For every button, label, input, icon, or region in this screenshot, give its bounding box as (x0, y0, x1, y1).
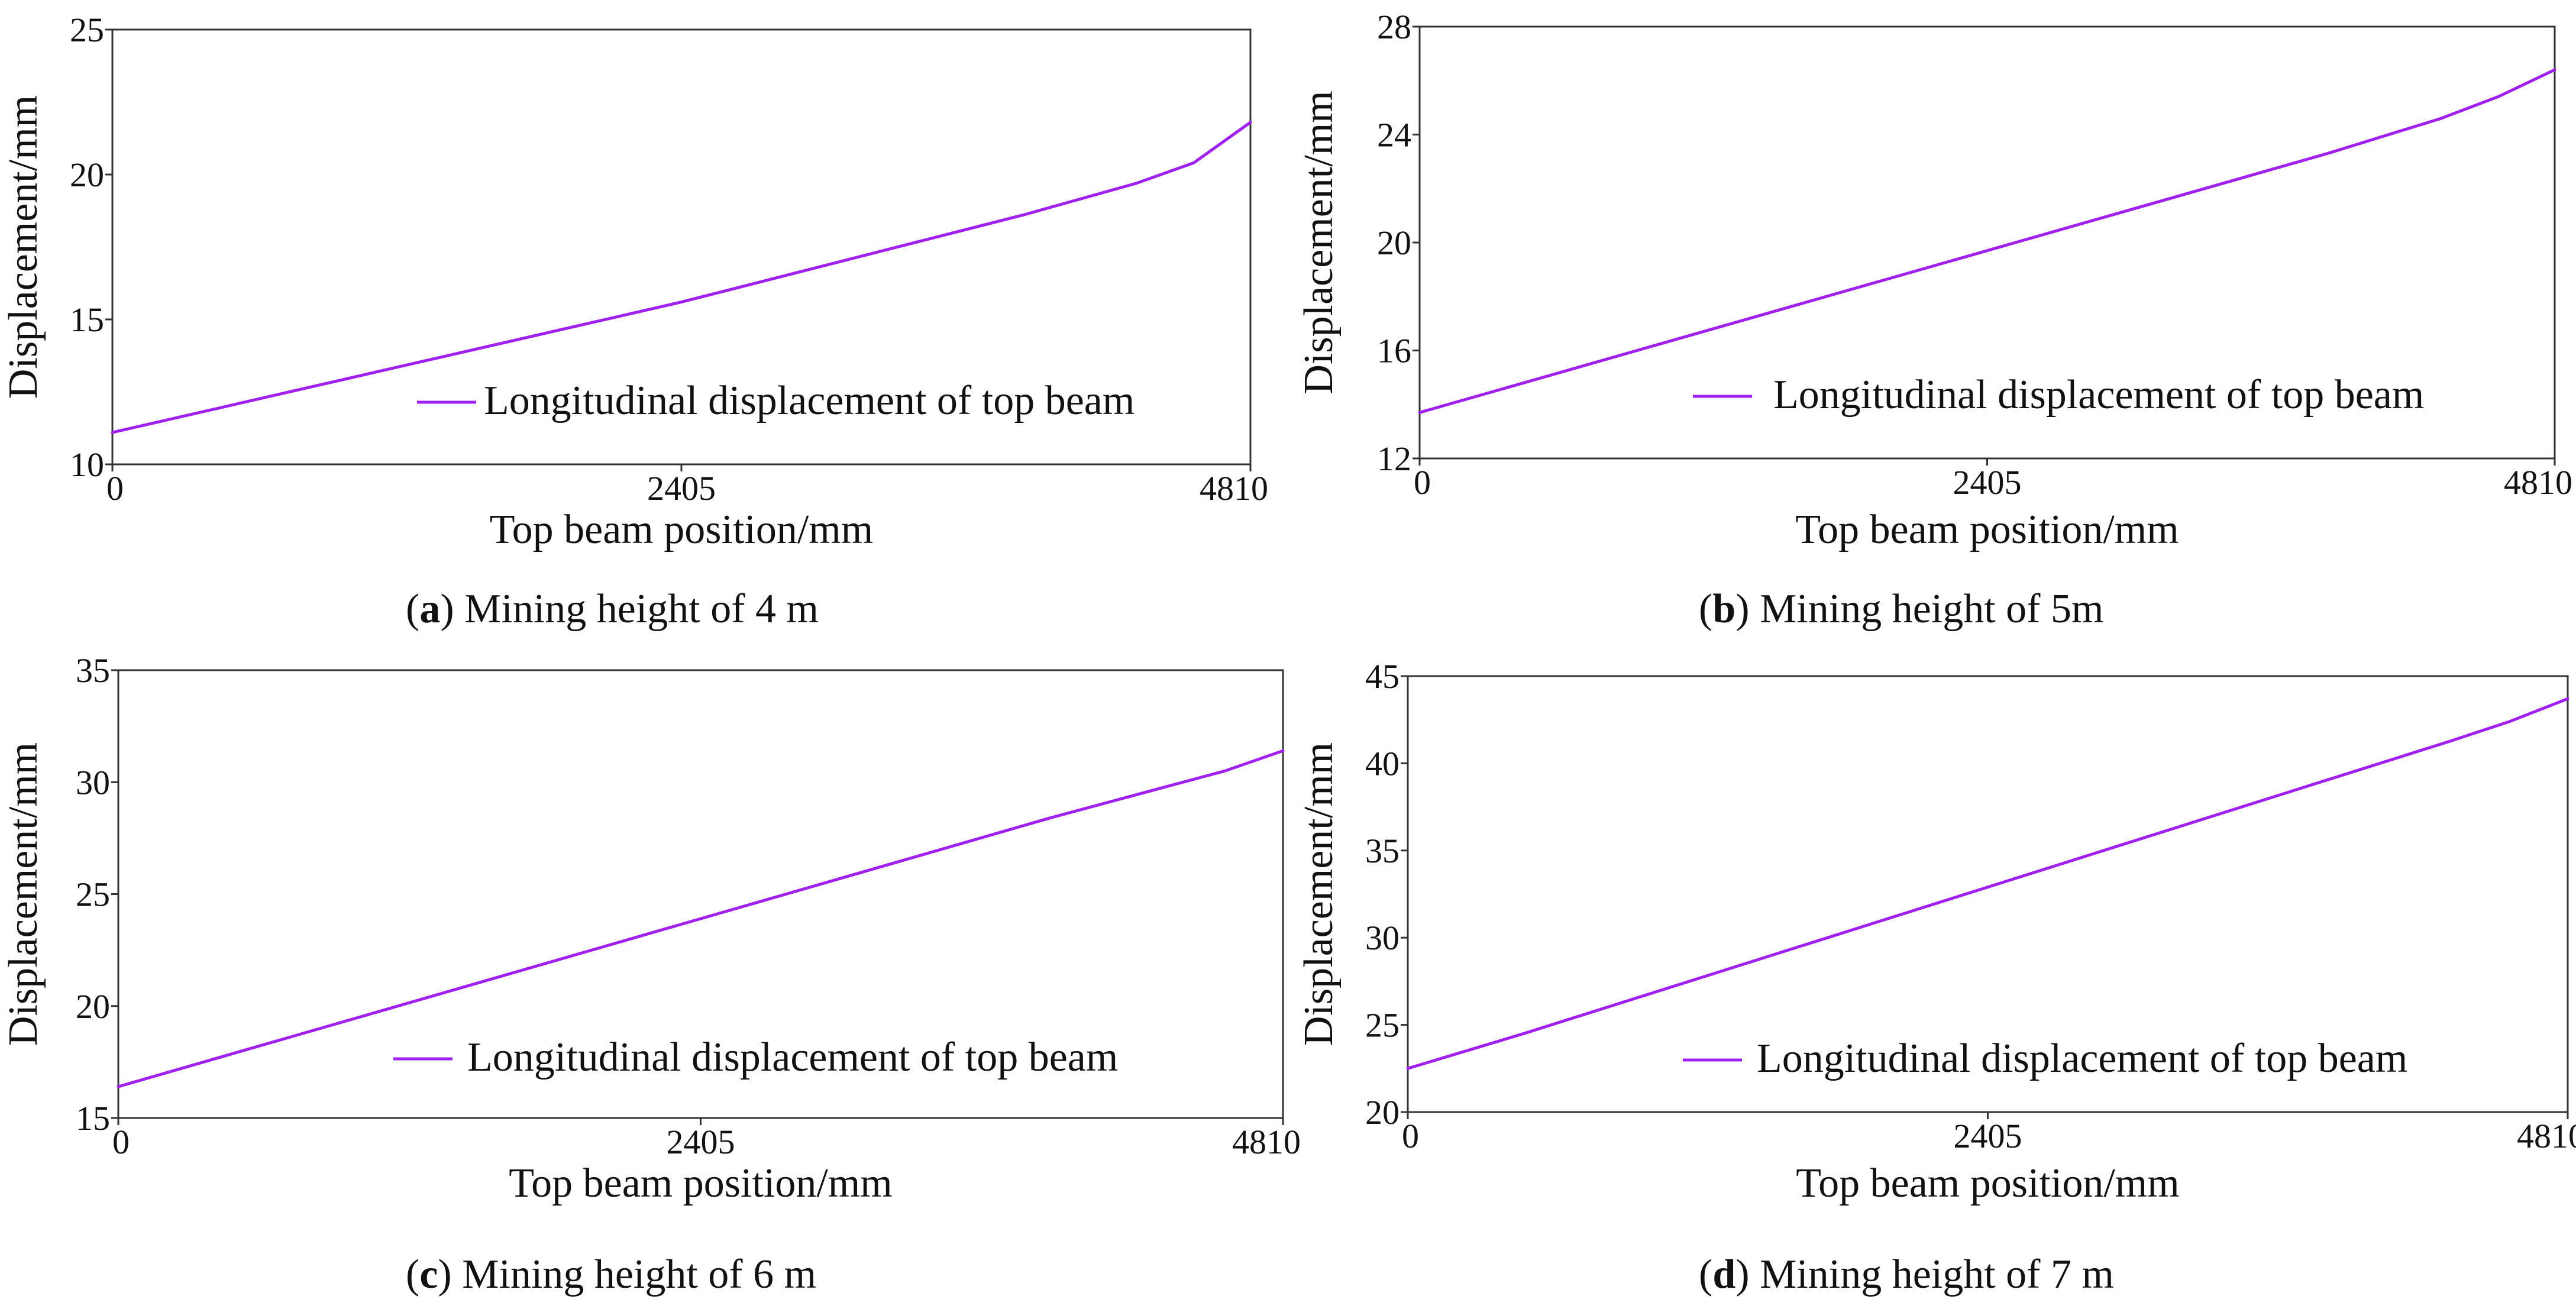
series-line (117, 749, 1285, 1088)
x-tick-label: 2405 (1954, 1117, 2022, 1155)
x-tick-label: 4810 (2517, 1117, 2576, 1155)
chart-panel-b: 12 16 20 24 28 0 2405 4810 Top beam position/mm D… (1289, 0, 2576, 651)
caption-b-letter: b (1712, 586, 1736, 632)
legend-label: Longitudinal displacement of top beam (1773, 372, 2424, 418)
x-tick-label: 2405 (1953, 463, 2022, 502)
y-tick-label: 16 (1377, 332, 1411, 370)
caption-c-letter: c (419, 1252, 438, 1297)
y-tick-label: 25 (1365, 1006, 1399, 1045)
y-tick-label: 28 (1377, 8, 1411, 46)
caption-c: (c) Mining height of 6 m (406, 1252, 817, 1297)
y-tick-label: 25 (70, 11, 104, 49)
x-tick-label: 2405 (667, 1123, 735, 1161)
y-tick-label: 15 (70, 300, 104, 339)
y-tick-label: 30 (1365, 919, 1399, 957)
y-axis-label: Displacement/mm (1, 742, 46, 1046)
caption-d: (d) Mining height of 7 m (1699, 1252, 2114, 1297)
chart-panel-c: 15 20 25 30 35 0 2405 4810 Top beam position/mm D… (0, 651, 1301, 1312)
y-tick-label: 24 (1377, 116, 1411, 154)
legend-label: Longitudinal displacement of top beam (1757, 1036, 2407, 1081)
series-line (1418, 68, 2556, 414)
y-axis-label: Displacement/mm (1296, 742, 1342, 1046)
caption-b: (b) Mining height of 5m (1699, 586, 2104, 632)
caption-a-letter: a (419, 586, 441, 632)
y-tick-label: 40 (1365, 744, 1399, 783)
x-tick-label: 0 (1414, 463, 1431, 502)
y-tick-label: 10 (70, 445, 104, 484)
x-axis-label: Top beam position/mm (509, 1161, 892, 1206)
y-axis-label: Displacement/mm (1296, 91, 1342, 394)
caption-b-text: Mining height of 5m (1760, 586, 2104, 632)
y-tick-label: 45 (1365, 657, 1399, 696)
y-tick-label: 15 (76, 1099, 110, 1138)
y-tick-label: 30 (76, 763, 110, 802)
x-tick-label: 0 (1402, 1117, 1419, 1155)
caption-a-text: Mining height of 4 m (464, 586, 819, 632)
y-tick-label: 25 (76, 875, 110, 914)
x-tick-label: 4810 (1232, 1123, 1301, 1161)
x-tick-label: 0 (112, 1123, 130, 1161)
y-tick-label: 35 (76, 651, 110, 690)
chart-c-svg: 15 20 25 30 35 0 2405 4810 Top beam position/mm D… (1, 651, 1301, 1206)
y-axis-label: Displacement/mm (1, 95, 46, 399)
caption-c-text: Mining height of 6 m (462, 1252, 817, 1297)
caption-a: (a) Mining height of 4 m (406, 586, 819, 632)
x-tick-label: 4810 (1200, 469, 1268, 508)
legend-label: Longitudinal displacement of top beam (484, 378, 1135, 424)
legend-label: Longitudinal displacement of top beam (467, 1035, 1118, 1080)
y-tick-label: 20 (1377, 224, 1411, 262)
caption-d-text: Mining height of 7 m (1760, 1252, 2114, 1297)
y-tick-label: 12 (1377, 440, 1411, 478)
chart-panel-d: 20 25 30 35 40 45 0 2405 4810 Top beam position/m… (1289, 654, 2576, 1312)
caption-d-letter: d (1712, 1252, 1736, 1297)
chart-d-svg: 20 25 30 35 40 45 0 2405 4810 Top beam position/m… (1296, 657, 2576, 1206)
chart-b-svg: 12 16 20 24 28 0 2405 4810 Top beam position/mm D… (1296, 8, 2572, 552)
chart-a-svg: 10 15 20 25 0 2405 4810 Top beam position/mm Dis… (1, 11, 1268, 552)
y-tick-label: 20 (70, 156, 104, 194)
x-tick-label: 2405 (647, 469, 716, 508)
x-axis-label: Top beam position/mm (1796, 1161, 2179, 1206)
y-tick-label: 20 (76, 987, 110, 1026)
x-axis-label: Top beam position/mm (490, 507, 873, 552)
x-tick-label: 0 (106, 469, 124, 508)
series-line (111, 121, 1252, 434)
series-line (1406, 697, 2569, 1070)
x-tick-label: 4810 (2504, 463, 2572, 502)
y-tick-label: 20 (1365, 1093, 1399, 1132)
chart-panel-a: 10 15 20 25 0 2405 4810 Top beam position/mm Dis… (0, 0, 1289, 651)
x-axis-label: Top beam position/mm (1795, 507, 2179, 552)
y-tick-label: 35 (1365, 832, 1399, 870)
